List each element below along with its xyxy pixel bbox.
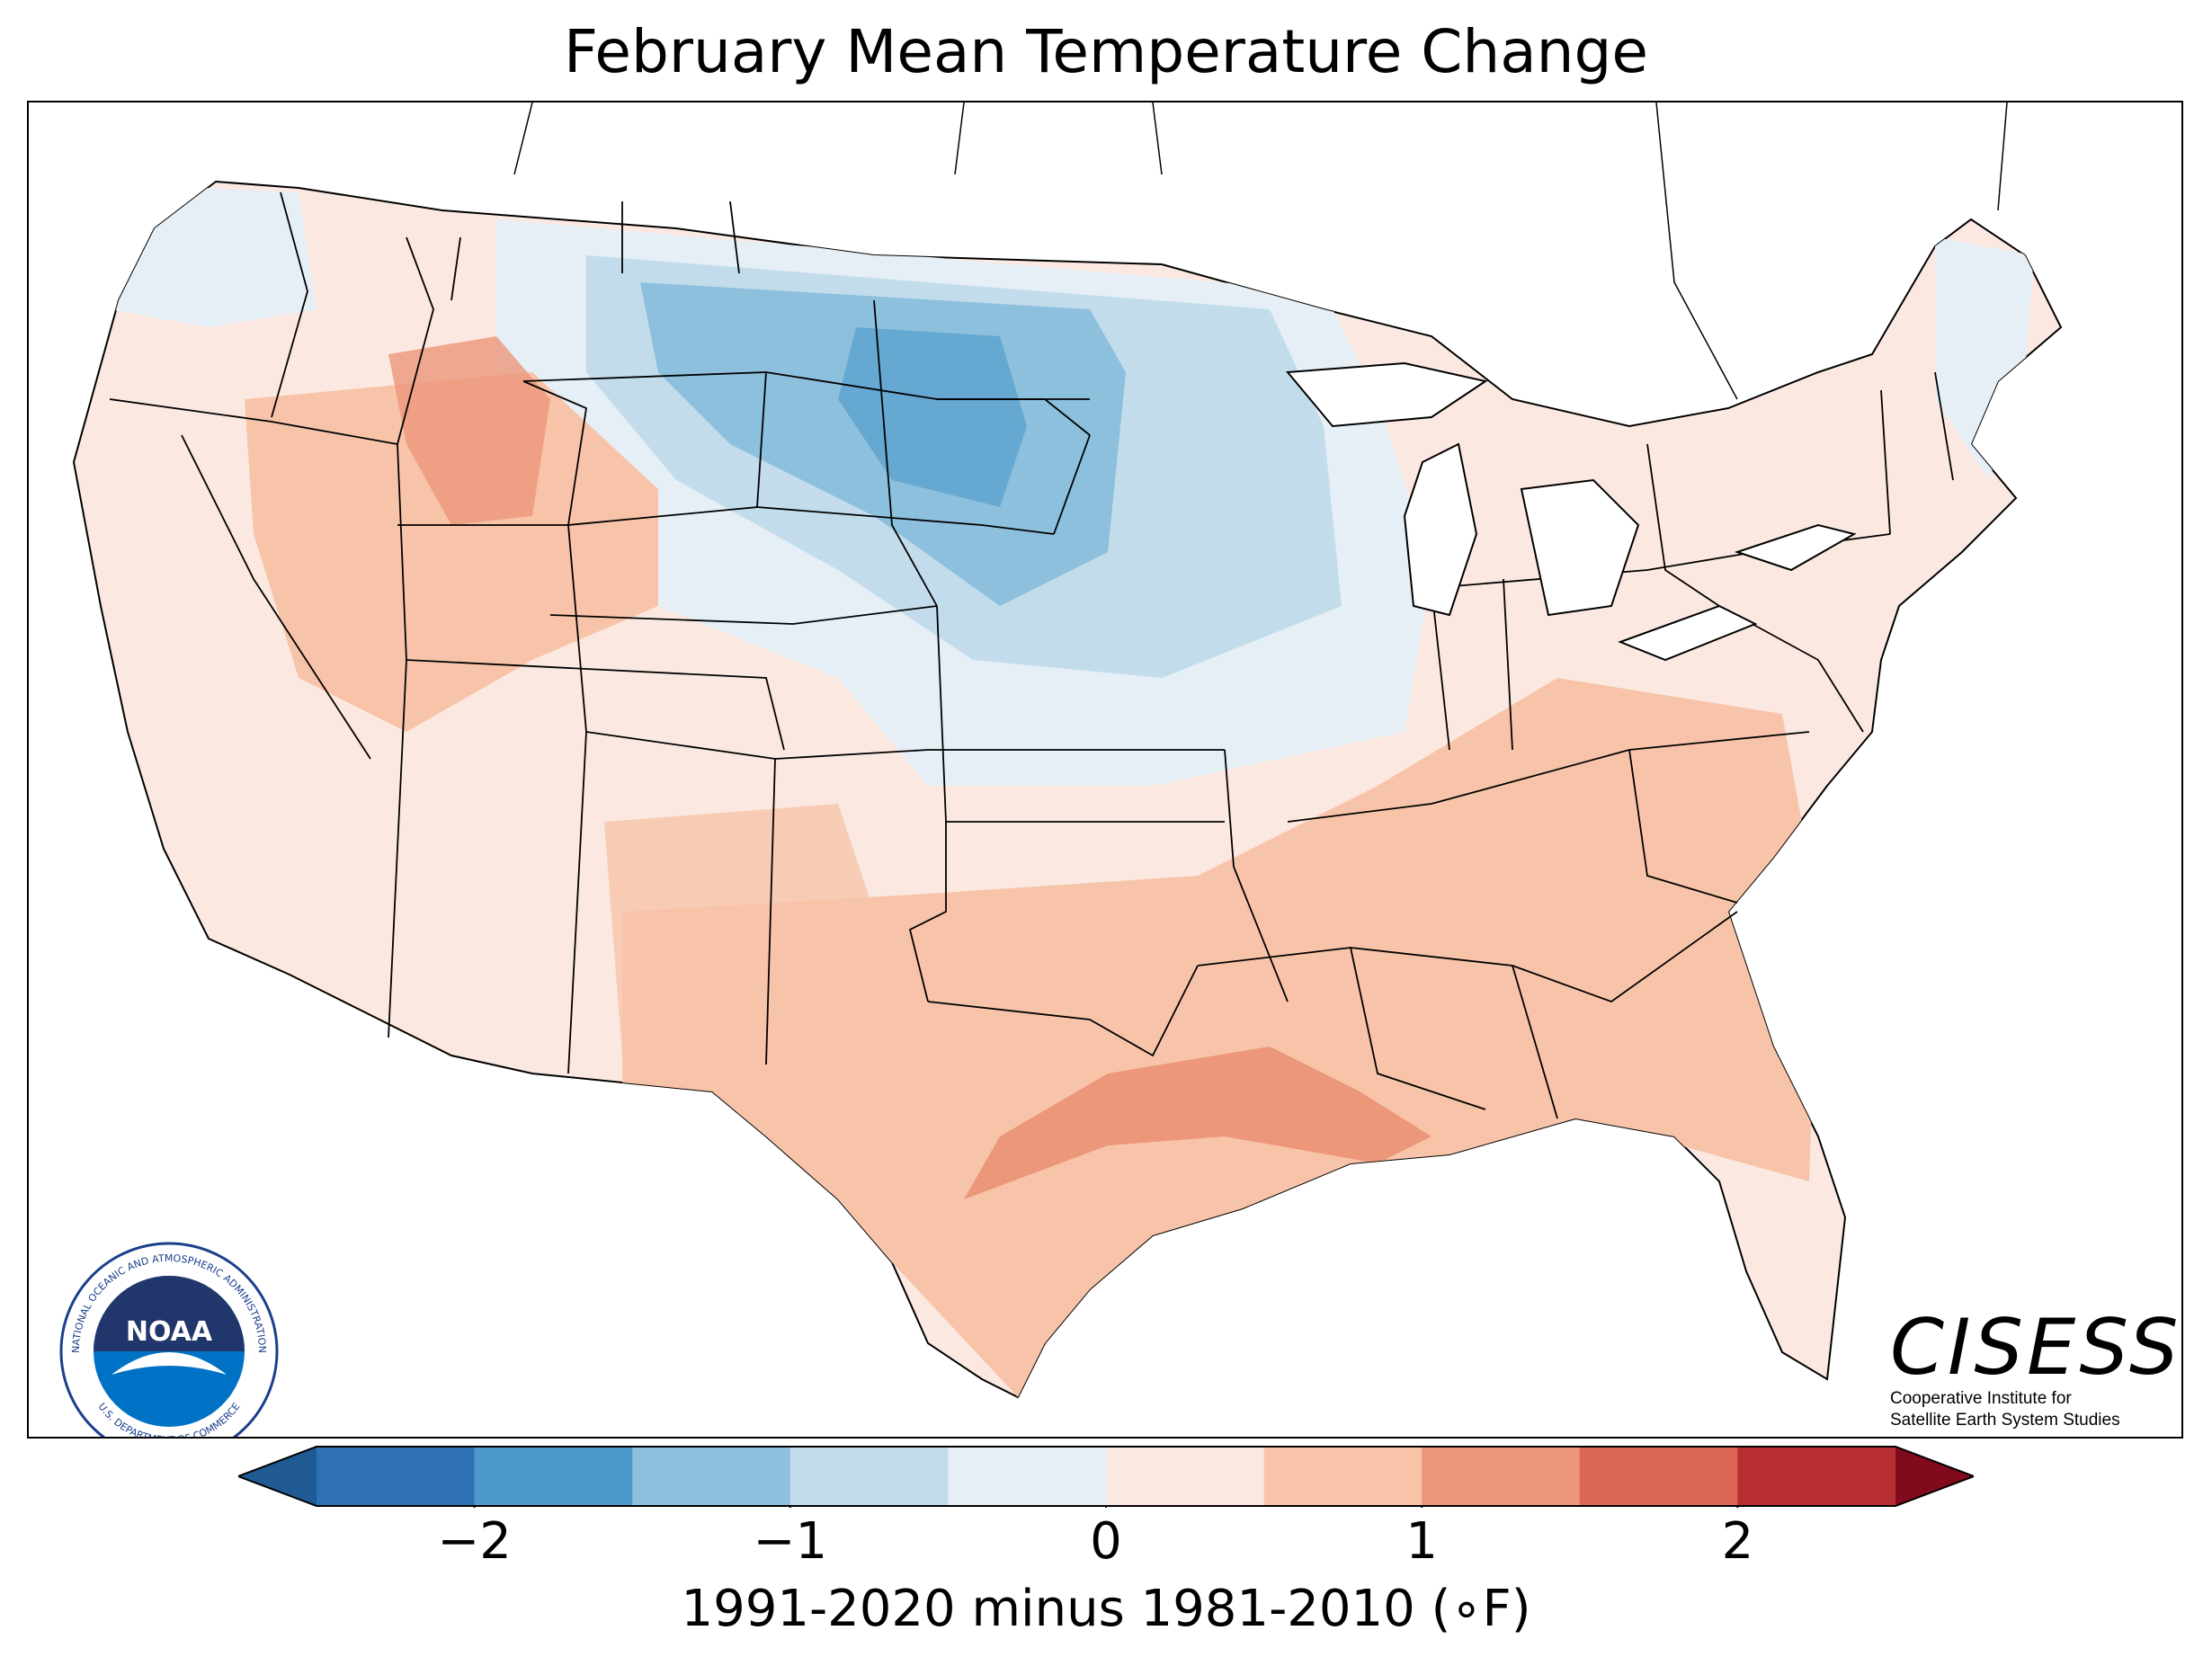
region-warm-west (245, 372, 658, 732)
map-title: February Mean Temperature Change (564, 17, 1648, 86)
cisess-logo: CISESS Cooperative Institute for Satelli… (1890, 1303, 2182, 1431)
colorbar-bin (1422, 1447, 1581, 1506)
colorbar-tick-label: 2 (1721, 1512, 1754, 1571)
state-boundaries (109, 192, 1954, 1119)
cisess-subtitle-line2: Satellite Earth System Studies (1890, 1411, 2120, 1430)
colorbar-bin (1579, 1447, 1738, 1506)
colorbar-bin (317, 1447, 476, 1506)
colorbar-bin (1263, 1447, 1423, 1506)
region-warm-south (622, 678, 1818, 1397)
temperature-change-map (72, 102, 2063, 1399)
region-cool-strongest (838, 327, 1027, 507)
international-lines (513, 102, 2008, 400)
colorbar-bin (789, 1447, 949, 1506)
colorbar-tick-label: −2 (437, 1512, 512, 1571)
colorbar-tick-label: 1 (1405, 1512, 1438, 1571)
colorbar-bin (948, 1447, 1107, 1506)
colorbar-tick-label: 0 (1090, 1512, 1122, 1571)
colorbar-tick-label: −1 (753, 1512, 828, 1571)
cisess-subtitle-line1: Cooperative Institute for (1890, 1389, 2072, 1408)
colorbar (238, 1446, 1974, 1508)
noaa-logo: NOAA NATIONAL OCEANIC AND ATMOSPHERIC AD… (59, 1242, 279, 1437)
colorbar-outline (238, 1446, 1974, 1507)
region-warm-idaho (388, 336, 550, 525)
map-frame: NOAA NATIONAL OCEANIC AND ATMOSPHERIC AD… (27, 101, 2183, 1439)
region-warm-southwest (604, 804, 892, 1074)
colorbar-label: 1991-2020 minus 1981-2010 (∘F) (681, 1580, 1531, 1638)
colorbar-bin (1106, 1447, 1265, 1506)
cisess-name: CISESS (1890, 1303, 2182, 1393)
noaa-center-text: NOAA (126, 1316, 213, 1348)
colorbar-extend-low (238, 1447, 317, 1506)
region-warm-texas-coast (964, 1047, 1432, 1199)
colorbar-bin (474, 1447, 633, 1506)
colorbar-bin (632, 1447, 791, 1506)
colorbar-extend-high (1895, 1447, 1974, 1506)
colorbar-bin (1737, 1447, 1896, 1506)
great-lakes (1285, 361, 1857, 662)
